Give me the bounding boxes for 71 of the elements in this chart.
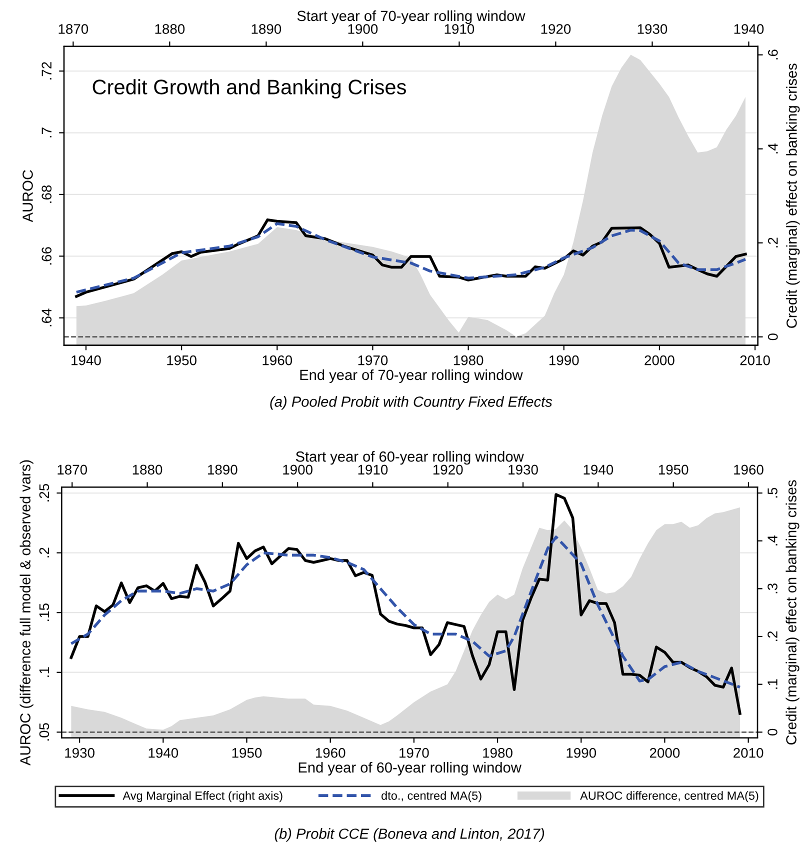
x-tick-label: 1990 xyxy=(566,748,596,758)
x-tick-label: 1980 xyxy=(454,355,484,366)
y-tick-label: .64 xyxy=(42,308,52,326)
text: (a) Pooled Probit with Country Fixed Effects xyxy=(270,396,552,410)
x-tick-label: 2010 xyxy=(740,355,770,366)
x2-axis-title: Start year of 70-year rolling window xyxy=(297,10,526,24)
x-tick-label: 1960 xyxy=(262,355,292,366)
x2-tick-label: 1910 xyxy=(358,464,388,475)
x-axis-title: End year of 60-year rolling window xyxy=(298,762,522,776)
x2-tick-label: 1870 xyxy=(58,24,88,34)
y2-tick-label: .1 xyxy=(768,679,778,689)
y-tick-label: .15 xyxy=(39,604,50,621)
x2-tick-label: 1880 xyxy=(132,464,162,475)
x-tick-label: 1960 xyxy=(316,748,346,758)
y-axis-title: AUROC xyxy=(22,170,33,222)
x2-tick-label: 1960 xyxy=(734,464,764,475)
x-tick-label: 2010 xyxy=(734,748,764,758)
y-tick-label: .7 xyxy=(42,128,52,138)
x-tick-label: 1950 xyxy=(232,748,262,758)
y-tick-label: .72 xyxy=(42,62,52,80)
x-tick-label: 1980 xyxy=(483,748,512,758)
y-tick-label: .05 xyxy=(39,723,50,741)
x-tick-label: 1940 xyxy=(72,355,101,366)
y2-tick-label: .3 xyxy=(768,583,778,594)
x2-tick-label: 1890 xyxy=(252,24,282,34)
x2-tick-label: 1940 xyxy=(734,24,764,34)
x2-tick-label: 1900 xyxy=(348,24,378,34)
x-axis-title: End year of 70-year rolling window xyxy=(300,369,523,383)
x2-tick-label: 1920 xyxy=(541,24,571,34)
y-tick-label: .66 xyxy=(42,247,52,265)
legend-label: dto., centred MA(5) xyxy=(382,791,482,802)
y2-tick-label: 0 xyxy=(768,334,778,340)
x2-tick-label: 1950 xyxy=(658,464,688,475)
legend-label: Avg Marginal Effect (right axis) xyxy=(122,791,282,802)
x-tick-label: 1940 xyxy=(148,748,178,758)
line-series xyxy=(70,536,742,689)
x-tick-label: 1970 xyxy=(400,748,429,758)
y2-tick-label: .2 xyxy=(768,238,778,248)
y2-tick-label: .2 xyxy=(768,631,778,642)
x-tick-label: 1950 xyxy=(167,355,196,366)
x2-tick-label: 1890 xyxy=(208,464,238,475)
x2-tick-label: 1940 xyxy=(584,464,614,475)
x2-axis-title: Start year of 60-year rolling window xyxy=(296,451,524,465)
x2-tick-label: 1920 xyxy=(433,464,463,475)
y-tick-label: .68 xyxy=(42,185,52,203)
x-tick-label: 1970 xyxy=(358,355,388,366)
y2-tick-label: .5 xyxy=(768,488,778,498)
y-tick-label: .25 xyxy=(39,484,50,502)
x2-tick-label: 1910 xyxy=(444,24,474,34)
y2-tick-label: .4 xyxy=(768,143,778,154)
y2-axis-title: Credit (marginal) effect on banking crises xyxy=(786,480,800,745)
legend-label: AUROC difference, centred MA(5) xyxy=(580,791,758,802)
y-tick-label: .1 xyxy=(39,667,49,677)
y2-tick-label: 0 xyxy=(768,728,778,736)
x2-tick-label: 1930 xyxy=(638,24,668,34)
line-series xyxy=(70,493,742,715)
text: (b) Probit CCE (Boneva and Linton, 2017) xyxy=(274,828,544,842)
y2-tick-label: .4 xyxy=(768,535,778,546)
x2-tick-label: 1900 xyxy=(283,464,312,475)
x-tick-label: 1930 xyxy=(65,748,94,758)
y2-axis-title: Credit (marginal) effect on banking crises xyxy=(786,64,800,328)
text: Credit Growth and Banking Crises xyxy=(92,79,406,99)
y-tick-label: .2 xyxy=(39,548,49,558)
x2-tick-label: 1870 xyxy=(58,464,88,475)
x-tick-label: 2000 xyxy=(650,748,680,758)
x2-tick-label: 1930 xyxy=(508,464,538,475)
x-tick-label: 2000 xyxy=(644,355,674,366)
y2-tick-label: .6 xyxy=(768,50,778,60)
y-axis-title: AUROC (difference full model & observed vars) xyxy=(20,460,34,766)
x2-tick-label: 1880 xyxy=(155,24,185,34)
x-tick-label: 1990 xyxy=(549,355,579,366)
